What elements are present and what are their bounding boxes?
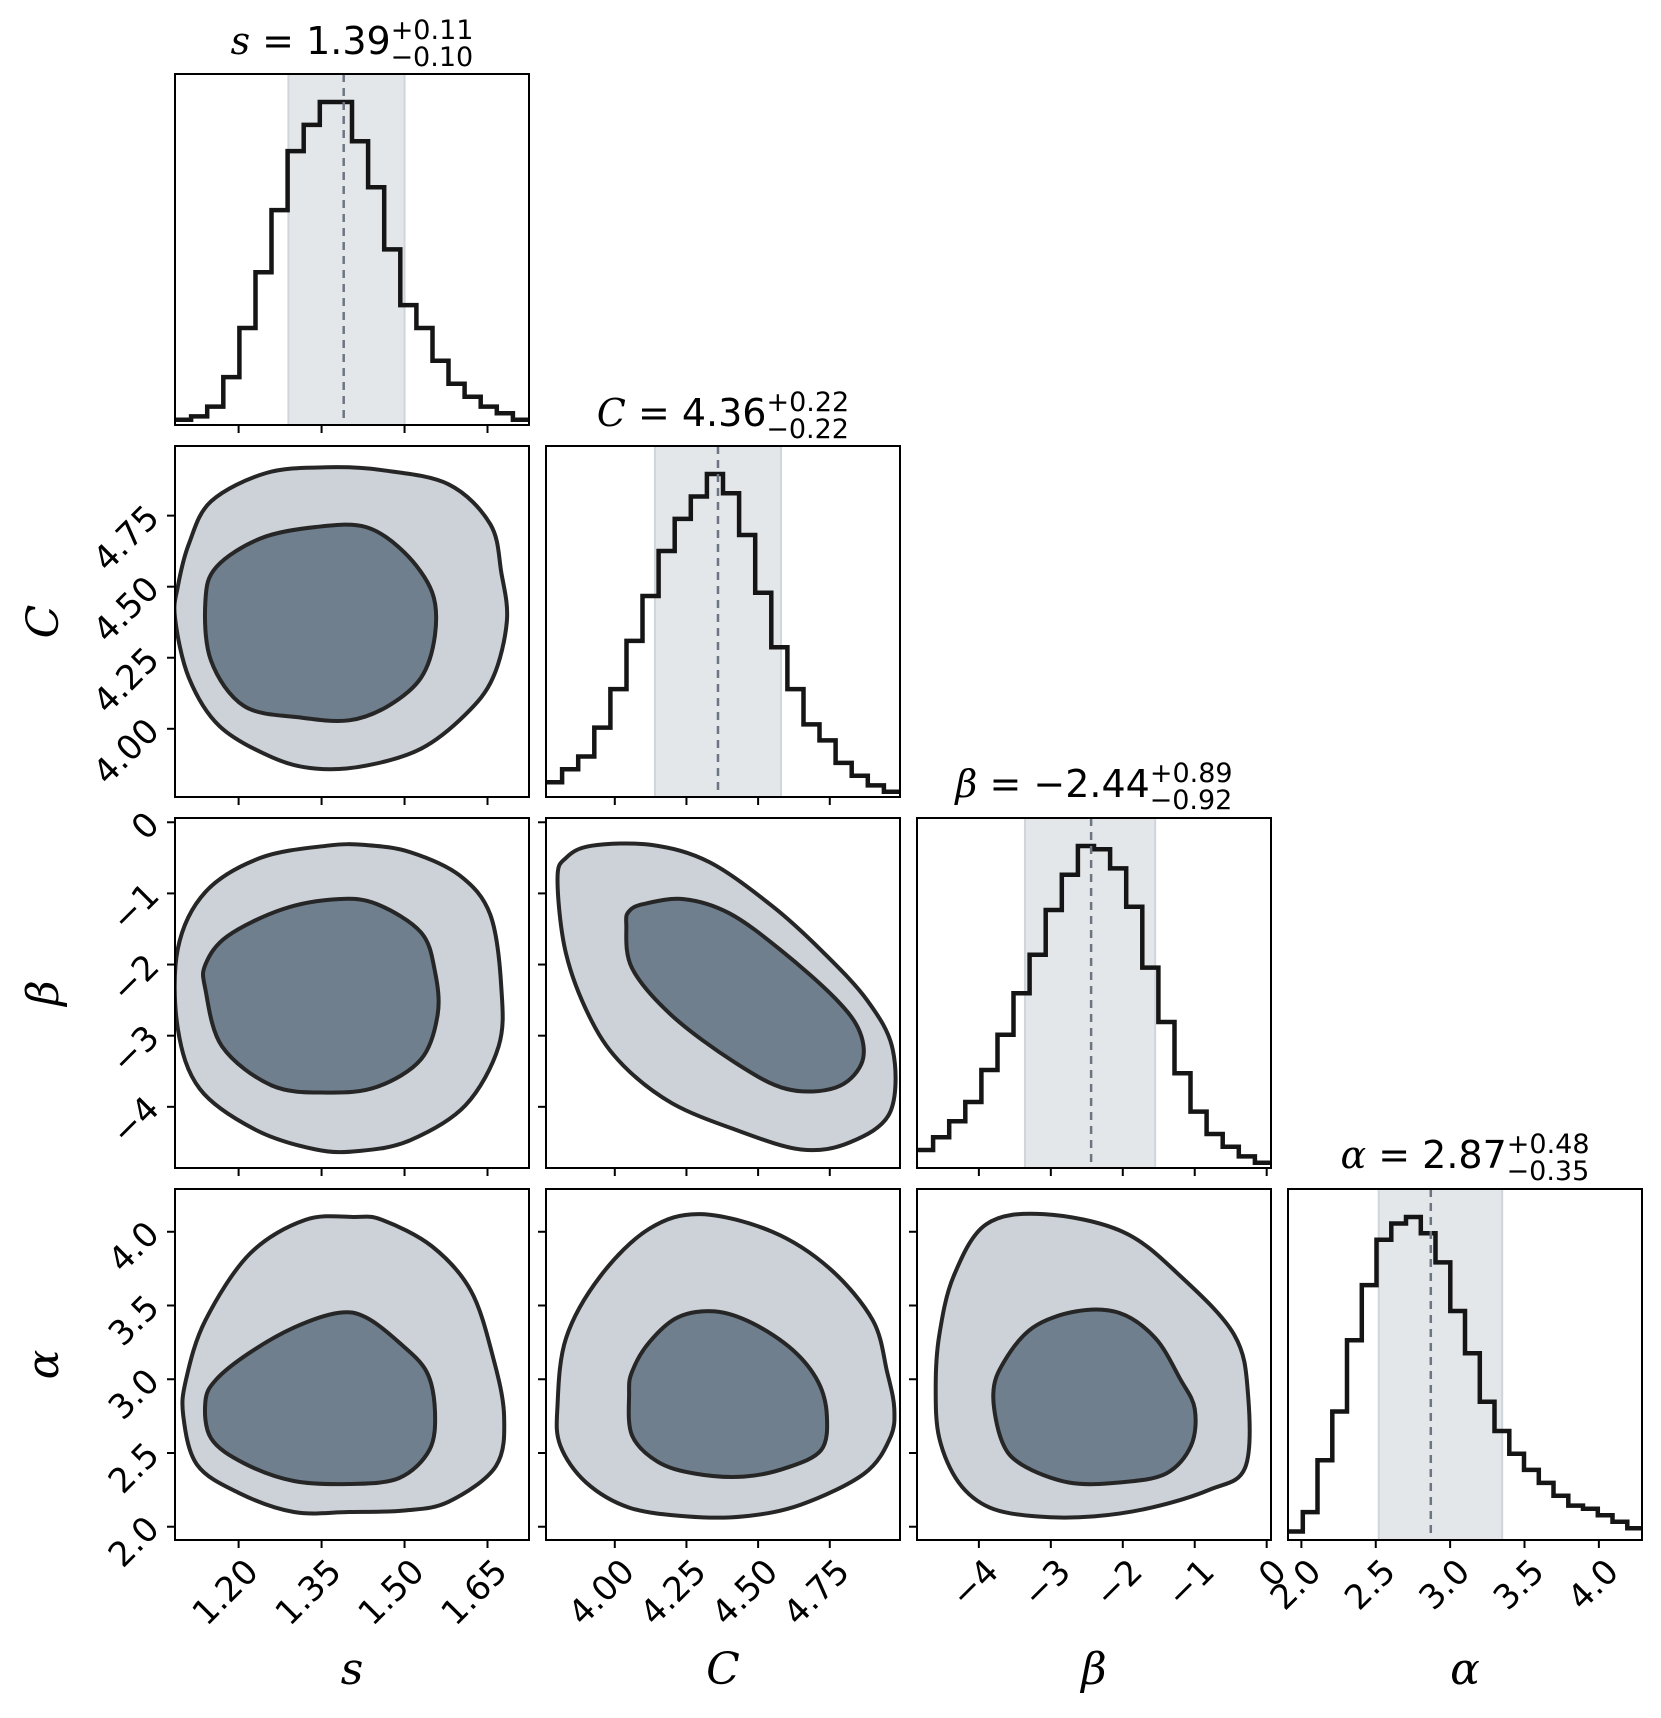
contour-panel-s-β bbox=[175, 842, 505, 1155]
panel-title-2: β = −2.44+0.89 −0.92 bbox=[953, 758, 1232, 816]
y-axis-title-1: C bbox=[18, 605, 69, 639]
y-tick-label: −2 bbox=[104, 947, 168, 1011]
y-tick-label: 3.5 bbox=[101, 1288, 168, 1355]
x-tick-label: 1.35 bbox=[268, 1552, 350, 1634]
contour-panel-s-α bbox=[180, 1214, 507, 1516]
contour-inner-1sigma bbox=[201, 896, 441, 1095]
x-axis-title-0: s bbox=[341, 1644, 364, 1695]
y-tick-label: 3.0 bbox=[101, 1361, 168, 1428]
x-tick-label: 4.00 bbox=[561, 1552, 643, 1634]
x-tick-label: −1 bbox=[1159, 1552, 1223, 1616]
y-axis-title-3: α bbox=[18, 1350, 69, 1380]
panel-frame bbox=[174, 73, 530, 426]
panel-title-3: α = 2.87+0.48 −0.35 bbox=[1340, 1129, 1589, 1187]
contour-inner-1sigma bbox=[991, 1307, 1198, 1487]
y-tick-label: 4.25 bbox=[86, 640, 168, 722]
y-tick-label: 2.5 bbox=[101, 1435, 168, 1502]
panel-frame bbox=[545, 445, 901, 798]
x-tick-label: 4.25 bbox=[633, 1552, 715, 1634]
histogram-steps bbox=[1288, 1214, 1642, 1534]
panel-frame bbox=[174, 1188, 530, 1541]
x-tick-label: 1.50 bbox=[351, 1552, 433, 1634]
panel-frame bbox=[916, 1188, 1272, 1541]
contour-panel-C-β bbox=[555, 841, 898, 1153]
x-axis-title-2: β bbox=[1079, 1644, 1106, 1695]
contour-inner-1sigma bbox=[202, 1310, 438, 1487]
contour-panel-β-α bbox=[933, 1211, 1252, 1520]
y-tick-label: 4.75 bbox=[86, 498, 168, 580]
x-tick-label: 3.0 bbox=[1412, 1552, 1479, 1619]
x-tick-label: 4.75 bbox=[776, 1552, 858, 1634]
y-tick-label: −4 bbox=[104, 1089, 168, 1153]
x-tick-label: 1.65 bbox=[434, 1552, 516, 1634]
y-tick-label: −3 bbox=[104, 1018, 168, 1082]
histogram-panel-1 bbox=[546, 446, 900, 797]
x-tick-label: 3.5 bbox=[1486, 1552, 1553, 1619]
contour-inner-1sigma bbox=[202, 522, 439, 723]
y-tick-label: 4.0 bbox=[101, 1214, 168, 1281]
panel-title-1: C = 4.36+0.22 −0.22 bbox=[597, 387, 849, 445]
y-tick-label: 0 bbox=[124, 804, 168, 848]
y-axis-title-2: β bbox=[18, 980, 69, 1007]
panel-frame bbox=[1287, 1188, 1643, 1541]
panel-frame bbox=[174, 445, 530, 798]
panel-frame bbox=[545, 817, 901, 1169]
x-tick-label: −4 bbox=[943, 1552, 1007, 1616]
x-tick-label: −3 bbox=[1015, 1552, 1079, 1616]
x-tick-label: 2.5 bbox=[1337, 1552, 1404, 1619]
contour-inner-1sigma bbox=[624, 896, 866, 1094]
panel-frame bbox=[174, 817, 530, 1169]
y-tick-label: 2.0 bbox=[101, 1509, 168, 1576]
histogram-steps bbox=[917, 843, 1271, 1166]
x-axis-title-1: C bbox=[706, 1644, 740, 1695]
histogram-panel-3 bbox=[1288, 1189, 1642, 1540]
quantile-band bbox=[1378, 1189, 1503, 1540]
x-tick-label: 1.20 bbox=[185, 1552, 267, 1634]
y-tick-label: −1 bbox=[104, 875, 168, 939]
y-tick-label: 4.50 bbox=[86, 569, 168, 651]
panel-frame bbox=[916, 817, 1272, 1169]
x-tick-label: 4.0 bbox=[1560, 1552, 1627, 1619]
contour-panel-C-α bbox=[554, 1212, 897, 1520]
contour-panel-s-C bbox=[175, 465, 510, 772]
x-tick-label: −2 bbox=[1087, 1552, 1151, 1616]
histogram-panel-2 bbox=[917, 818, 1271, 1168]
histogram-steps bbox=[175, 99, 529, 422]
histogram-panel-0 bbox=[175, 74, 529, 425]
panel-frame bbox=[545, 1188, 901, 1541]
histogram-steps bbox=[546, 471, 900, 795]
panel-title-0: s = 1.39+0.11 −0.10 bbox=[231, 15, 474, 73]
x-tick-label: 4.50 bbox=[704, 1552, 786, 1634]
y-tick-label: 4.00 bbox=[86, 711, 168, 793]
x-axis-title-3: α bbox=[1450, 1644, 1480, 1695]
contour-inner-1sigma bbox=[626, 1309, 830, 1479]
